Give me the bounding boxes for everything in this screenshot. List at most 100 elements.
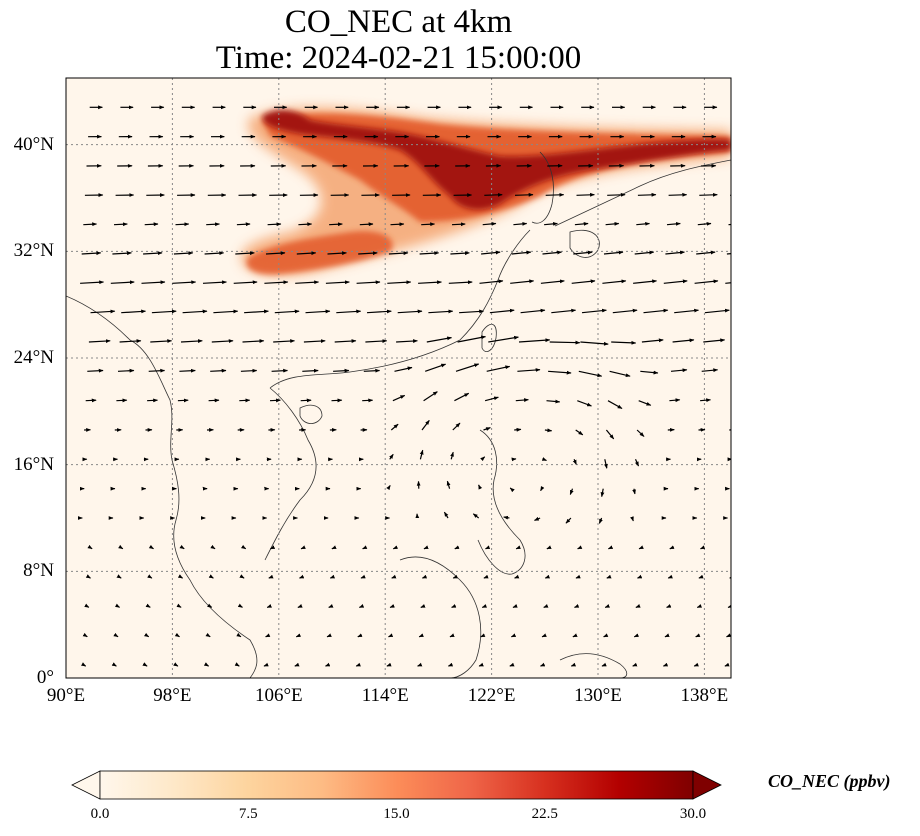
coastline-taiwan [481, 324, 497, 352]
colorbar-tick-label: 30.0 [679, 806, 707, 822]
lon-tick-label: 138°E [680, 685, 729, 706]
wind-arrow [85, 398, 97, 403]
wind-arrow [632, 488, 636, 495]
wind-arrow [512, 604, 518, 608]
wind-arrow [449, 633, 455, 638]
wind-arrow [730, 194, 731, 196]
wind-arrow [726, 252, 731, 255]
wind-arrow [669, 545, 675, 550]
wind-arrow [696, 604, 703, 608]
wind-arrow [484, 396, 499, 402]
wind-arrow [515, 398, 529, 402]
wind-arrow [540, 485, 545, 492]
wind-arrow [182, 309, 208, 314]
wind-arrow [331, 545, 337, 550]
wind-arrow [179, 368, 196, 373]
wind-arrow [81, 662, 87, 667]
wind-arrow [331, 398, 343, 403]
wind-arrow [448, 280, 473, 285]
wind-arrow [80, 280, 104, 285]
wind-arrow [643, 308, 669, 314]
wind-arrow [206, 222, 220, 227]
wind-arrow [733, 370, 749, 372]
wind-arrow [267, 222, 282, 227]
wind-arrow [666, 221, 681, 226]
plume-mid-south [246, 231, 393, 275]
wind-arrow [326, 633, 332, 638]
wind-arrow [541, 633, 547, 638]
wind-arrow [514, 427, 522, 432]
wind-arrow [111, 662, 117, 667]
wind-arrow [421, 420, 430, 431]
wind-arrow [570, 662, 577, 667]
wind-arrow [481, 604, 488, 608]
wind-arrow [265, 633, 271, 638]
lat-tick-label: 0° [36, 667, 54, 688]
wind-arrow [480, 633, 486, 638]
wind-arrow [551, 308, 577, 314]
coastline-kyushu [569, 229, 600, 258]
colorbar [71, 770, 722, 800]
colorbar-tick-label: 15.0 [383, 806, 410, 822]
wind-arrow [358, 604, 365, 608]
wind-arrow [549, 340, 581, 345]
wind-arrow [142, 662, 148, 667]
lat-tick-label: 16°N [13, 453, 54, 475]
wind-arrow [517, 368, 541, 372]
wind-arrow [581, 308, 607, 314]
wind-arrow [701, 368, 719, 373]
wind-arrow [480, 456, 486, 462]
wind-arrow [577, 545, 583, 550]
wind-arrow [177, 574, 184, 579]
wind-arrow [387, 280, 412, 285]
wind-arrow [734, 340, 755, 342]
wind-arrow [669, 398, 681, 403]
wind-arrow [366, 309, 392, 314]
wind-arrow [481, 250, 501, 255]
wind-arrow [264, 280, 289, 285]
wind-arrow [177, 398, 189, 403]
wind-arrow [144, 222, 159, 227]
wind-arrow [147, 574, 153, 579]
wind-arrow [577, 400, 592, 407]
wind-arrow [141, 280, 166, 285]
wind-arrow [418, 280, 442, 285]
wind-arrow [266, 604, 272, 608]
wind-arrow [693, 662, 699, 667]
wind-arrow [546, 545, 552, 550]
wind-arrow [548, 370, 572, 375]
wind-arrow [360, 574, 366, 579]
wind-arrow [574, 604, 580, 608]
wind-arrow [176, 603, 182, 608]
wind-arrow [236, 222, 251, 227]
wind-arrow [729, 574, 731, 579]
wind-arrow [488, 335, 519, 343]
wind-arrow [388, 633, 394, 638]
lat-tick-label: 8°N [23, 560, 54, 582]
wind-arrow [235, 251, 255, 256]
wind-arrow [426, 336, 452, 343]
wind-arrow [273, 339, 295, 343]
wind-arrow [147, 398, 158, 403]
wind-arrow [302, 368, 319, 373]
wind-arrow [725, 282, 731, 284]
chart-title: CO_NEC at 4km [284, 4, 513, 40]
wind-arrow [575, 574, 581, 579]
wind-arrow [421, 222, 435, 227]
coastline-korea [531, 151, 554, 224]
wind-arrow [489, 308, 515, 314]
wind-arrow [664, 633, 670, 638]
wind-arrow [237, 603, 243, 608]
wind-arrow [632, 662, 638, 667]
wind-arrow [698, 574, 704, 579]
gridlines [66, 78, 731, 678]
wind-arrow [457, 335, 486, 343]
lon-tick-label: 98°E [153, 685, 192, 706]
wind-arrow [296, 251, 317, 256]
wind-arrow [300, 545, 306, 550]
coastline-new-guinea [559, 653, 628, 678]
wind-arrow [386, 484, 391, 491]
wind-arrow [145, 603, 151, 608]
wind-arrow [605, 221, 620, 226]
